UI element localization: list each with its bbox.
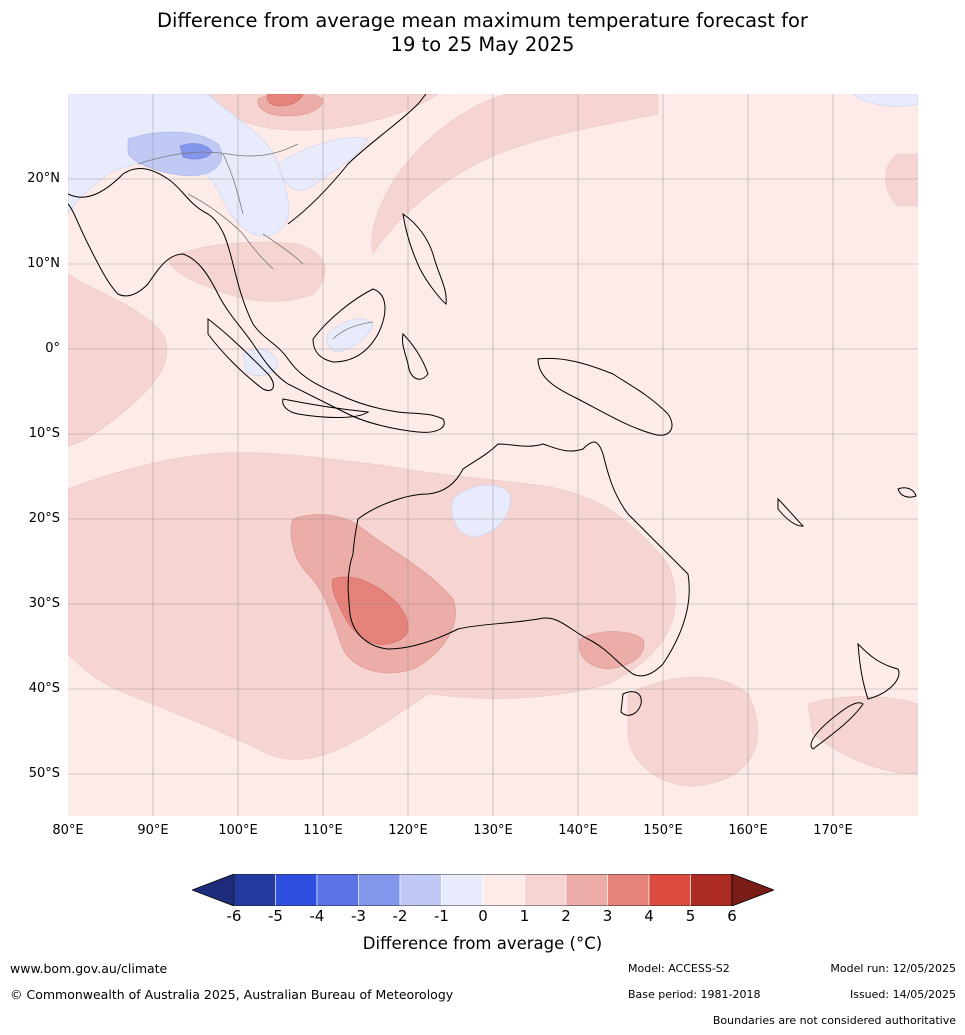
colorbar-swatch xyxy=(316,874,359,906)
sulawesi-coast xyxy=(402,332,429,380)
lat-label-0: 0° xyxy=(45,341,60,356)
colorbar-swatch xyxy=(607,874,650,906)
issued-text: Issued: 14/05/2025 xyxy=(849,988,956,1001)
colorbar-swatch xyxy=(275,874,318,906)
australia-coast xyxy=(347,441,690,677)
title-line-1: Difference from average mean maximum tem… xyxy=(157,9,808,32)
lon-label-150e: 150°E xyxy=(643,823,683,838)
new-zealand-south xyxy=(810,702,864,750)
disclaimer-text: Boundaries are not considered authoritat… xyxy=(712,1014,956,1027)
colorbar-swatch xyxy=(524,874,567,906)
sumatra-coast xyxy=(207,317,274,391)
colorbar-tick-label: -6 xyxy=(226,907,242,925)
colorbar-tick-label: 3 xyxy=(602,907,613,925)
colorbar-tick-label: 0 xyxy=(478,907,488,925)
colorbar-tick-label: 6 xyxy=(727,907,737,925)
china-coast xyxy=(287,94,427,225)
lat-label-10n: 10°N xyxy=(27,256,60,271)
model-run-text: Model run: 12/05/2025 xyxy=(830,962,956,975)
colorbar-swatch xyxy=(358,874,401,906)
model-text: Model: ACCESS-S2 xyxy=(628,962,730,975)
lon-label-110e: 110°E xyxy=(303,823,343,838)
lon-label-120e: 120°E xyxy=(388,823,428,838)
copyright-text: © Commonwealth of Australia 2025, Austra… xyxy=(10,987,454,1002)
colorbar-tick-label: 1 xyxy=(519,907,530,925)
band-neg2-neg1-region xyxy=(127,131,223,177)
colorbar-swatch xyxy=(482,874,525,906)
band-3-4-region xyxy=(266,94,409,645)
map-title: Difference from average mean maximum tem… xyxy=(0,9,965,57)
graticule xyxy=(68,94,918,816)
lon-label-160e: 160°E xyxy=(728,823,768,838)
map-svg xyxy=(68,94,918,816)
coastlines xyxy=(68,94,917,750)
band-neg1-0-regions xyxy=(68,94,918,538)
new-guinea-coast xyxy=(537,357,673,436)
colorbar-tick-label: 4 xyxy=(644,907,654,925)
colorbar-label: Difference from average (°C) xyxy=(362,934,603,953)
colorbar-swatch xyxy=(648,874,691,906)
colorbar-tick-label: -1 xyxy=(434,907,449,925)
colorbar-tick-label: 5 xyxy=(685,907,696,925)
colorbar-tick-label: -4 xyxy=(309,907,325,925)
colorbar-swatch xyxy=(399,874,442,906)
lon-label-80e: 80°E xyxy=(52,823,84,838)
lon-label-130e: 130°E xyxy=(473,823,513,838)
colorbar-over-arrow xyxy=(731,874,774,906)
lat-label-20s: 20°S xyxy=(28,511,60,526)
country-borders xyxy=(137,143,374,340)
base-period-text: Base period: 1981-2018 xyxy=(628,988,761,1001)
borneo-coast xyxy=(312,288,386,363)
lat-label-30s: 30°S xyxy=(28,596,60,611)
new-zealand-north xyxy=(857,642,900,700)
lat-label-20n: 20°N xyxy=(27,171,60,186)
colorbar-tick-label: -5 xyxy=(268,907,283,925)
lat-label-40s: 40°S xyxy=(28,681,60,696)
colorbar-swatch xyxy=(690,874,733,906)
colorbar-swatch xyxy=(565,874,608,906)
colorbar-tick-label: 2 xyxy=(561,907,571,925)
tasmania-coast xyxy=(620,691,642,716)
colorbar-under-arrow xyxy=(192,874,235,906)
java-coast xyxy=(282,398,370,419)
lon-label-90e: 90°E xyxy=(137,823,169,838)
asia-coast xyxy=(68,168,445,433)
anomaly-map xyxy=(68,94,918,816)
fiji-coast xyxy=(897,487,917,498)
colorbar-swatch xyxy=(441,874,484,906)
website-link[interactable]: www.bom.gov.au/climate xyxy=(10,961,168,976)
vanuatu-coast xyxy=(777,497,805,527)
lon-label-100e: 100°E xyxy=(218,823,258,838)
lat-label-10s: 10°S xyxy=(28,426,60,441)
philippines-coast xyxy=(402,212,447,305)
lat-label-50s: 50°S xyxy=(28,766,60,781)
colorbar-swatches xyxy=(233,874,733,906)
title-line-2: 19 to 25 May 2025 xyxy=(390,33,575,56)
lon-label-170e: 170°E xyxy=(813,823,853,838)
colorbar-tick-label: -2 xyxy=(392,907,408,925)
lon-label-140e: 140°E xyxy=(558,823,598,838)
colorbar-swatch xyxy=(233,874,276,906)
colorbar-tick-label: -3 xyxy=(351,907,366,925)
colorbar xyxy=(192,874,774,906)
